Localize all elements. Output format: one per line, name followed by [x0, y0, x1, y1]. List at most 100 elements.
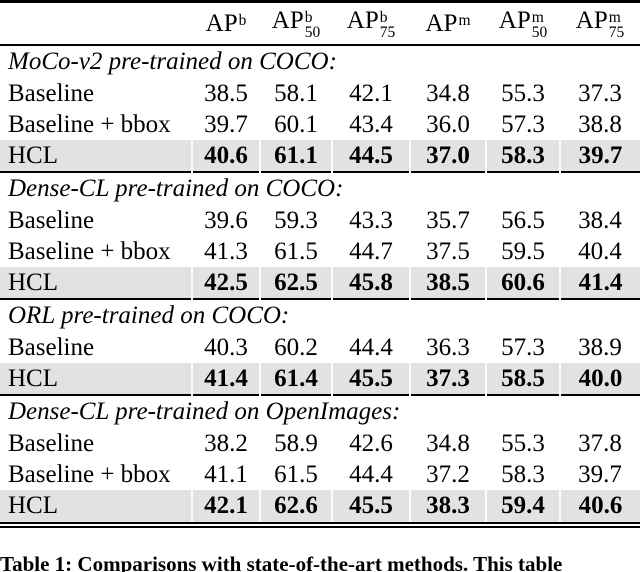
metric-value: 40.6: [191, 140, 260, 172]
metric-value: 42.6: [349, 429, 393, 457]
metric-value: 37.8: [578, 429, 622, 457]
metric-value: 61.1: [259, 140, 332, 172]
metric-value: 35.7: [426, 206, 470, 234]
metric-value: 38.5: [409, 267, 486, 299]
metric-value: 44.4: [349, 333, 393, 361]
metric-value: 59.5: [501, 237, 545, 265]
metric-value: 58.9: [274, 429, 318, 457]
table-row: Baseline 38.2 58.9 42.6 34.8 55.3 37.8: [0, 428, 640, 459]
metric-value: 44.7: [349, 237, 393, 265]
metric-value: 59.3: [274, 206, 318, 234]
metric-value: 60.2: [274, 333, 318, 361]
metric-value: 34.8: [426, 79, 470, 107]
metric-value: 38.3: [409, 490, 486, 522]
row-label-header: [0, 3, 192, 45]
section-title-row: ORL pre-trained on COCO:: [0, 299, 640, 332]
row-label: HCL: [0, 490, 192, 522]
metric-value: 40.4: [578, 237, 622, 265]
section-title: MoCo-v2 pre-trained on COCO:: [8, 48, 337, 75]
row-label: Baseline: [8, 429, 95, 457]
metric-scripts: m 75: [608, 8, 625, 40]
table-section: MoCo-v2 pre-trained on COCO: Baseline 38.5…: [0, 45, 640, 172]
row-label: Baseline + bbox: [8, 460, 171, 488]
metric-value: 44.4: [349, 460, 393, 488]
metric-value: 37.0: [409, 140, 486, 172]
metric-value: 45.5: [331, 490, 410, 522]
metric-value: 45.5: [331, 363, 410, 395]
section-title-row: MoCo-v2 pre-trained on COCO:: [0, 45, 640, 78]
metric-value: 60.1: [274, 110, 318, 138]
metric-value: 36.0: [426, 110, 470, 138]
table-row: Baseline + bbox 39.7 60.1 43.4 36.0 57.3 38.8: [0, 109, 640, 140]
metric-value: 60.6: [485, 267, 560, 299]
column-header-apb75: AP b 75: [332, 3, 410, 45]
metric-value: 41.1: [204, 460, 248, 488]
column-header-apb: AP b: [192, 3, 260, 45]
metric-subscript: 50: [304, 23, 321, 41]
metric-name: AP: [346, 6, 379, 34]
table-row: Baseline + bbox 41.3 61.5 44.7 37.5 59.5 40.4: [0, 236, 640, 267]
metric-value: 41.4: [559, 267, 640, 299]
metric-value: 58.3: [501, 460, 545, 488]
table-caption: Table 1: Comparisons with state-of-the-a…: [0, 553, 640, 572]
row-label: HCL: [0, 267, 192, 299]
table-row-highlighted: HCL 40.6 61.1 44.5 37.0 58.3 39.7: [0, 140, 640, 172]
metric-value: 39.7: [559, 140, 640, 172]
metric-value: 36.3: [426, 333, 470, 361]
metric-value: 55.3: [501, 79, 545, 107]
metric-subscript: 75: [379, 23, 396, 41]
metric-value: 38.9: [578, 333, 622, 361]
section-title: ORL pre-trained on COCO:: [8, 302, 290, 329]
row-label: HCL: [0, 140, 192, 172]
metric-scripts: b: [239, 13, 247, 29]
metric-value: 38.2: [204, 429, 248, 457]
table-row: Baseline 38.5 58.1 42.1 34.8 55.3 37.3: [0, 78, 640, 109]
metric-scripts: b 50: [304, 8, 321, 41]
metric-value: 39.7: [204, 110, 248, 138]
metric-name: AP: [498, 6, 531, 34]
metric-value: 57.3: [501, 110, 545, 138]
metric-value: 40.3: [204, 333, 248, 361]
metric-value: 37.5: [426, 237, 470, 265]
column-header-apm50: AP m 50: [486, 3, 560, 45]
table-row: Baseline 39.6 59.3 43.3 35.7 56.5 38.4: [0, 205, 640, 236]
metric-name: AP: [575, 6, 608, 34]
metric-value: 58.3: [485, 140, 560, 172]
metric-value: 41.4: [191, 363, 260, 395]
caption-title: Table 1: Comparisons with state-of-the-a…: [0, 552, 469, 572]
metric-superscript: b: [304, 8, 313, 26]
table-row-highlighted: HCL 42.1 62.6 45.5 38.3 59.4 40.6: [0, 490, 640, 522]
metric-value: 44.5: [331, 140, 410, 172]
metric-superscript: b: [379, 8, 388, 26]
table-row-highlighted: HCL 42.5 62.5 45.8 38.5 60.6 41.4: [0, 267, 640, 299]
metric-value: 40.0: [559, 363, 640, 395]
metric-name: AP: [425, 9, 458, 37]
table-section: ORL pre-trained on COCO: Baseline 40.3 60.2…: [0, 299, 640, 395]
caption-text: This table: [468, 552, 563, 572]
metric-value: 37.2: [426, 460, 470, 488]
metric-value: 40.6: [559, 490, 640, 522]
metric-scripts: m 50: [531, 8, 548, 41]
metric-superscript: m: [531, 8, 544, 26]
section-title: Dense-CL pre-trained on OpenImages:: [8, 398, 401, 425]
table-top-rule: [0, 0, 640, 3]
metric-superscript: m: [608, 8, 621, 26]
metric-value: 62.6: [259, 490, 332, 522]
row-label: Baseline + bbox: [8, 237, 171, 265]
section-title: Dense-CL pre-trained on COCO:: [8, 175, 344, 202]
table-section: Dense-CL pre-trained on OpenImages: Basel…: [0, 395, 640, 522]
metric-value: 34.8: [426, 429, 470, 457]
header-row: AP b AP b 50 AP b 75 AP m AP m 50 AP m 75: [0, 3, 640, 45]
metric-value: 37.3: [409, 363, 486, 395]
row-label: Baseline: [8, 206, 95, 234]
metric-value: 42.1: [349, 79, 393, 107]
metric-value: 58.5: [485, 363, 560, 395]
table-row: Baseline + bbox 41.1 61.5 44.4 37.2 58.3 39.7: [0, 459, 640, 490]
metric-scripts: m: [458, 13, 470, 29]
row-label: HCL: [0, 363, 192, 395]
metric-subscript: 50: [531, 23, 548, 41]
section-title-row: Dense-CL pre-trained on COCO:: [0, 172, 640, 205]
row-label: Baseline + bbox: [8, 110, 171, 138]
metric-value: 41.3: [204, 237, 248, 265]
metric-value: 45.8: [331, 267, 410, 299]
